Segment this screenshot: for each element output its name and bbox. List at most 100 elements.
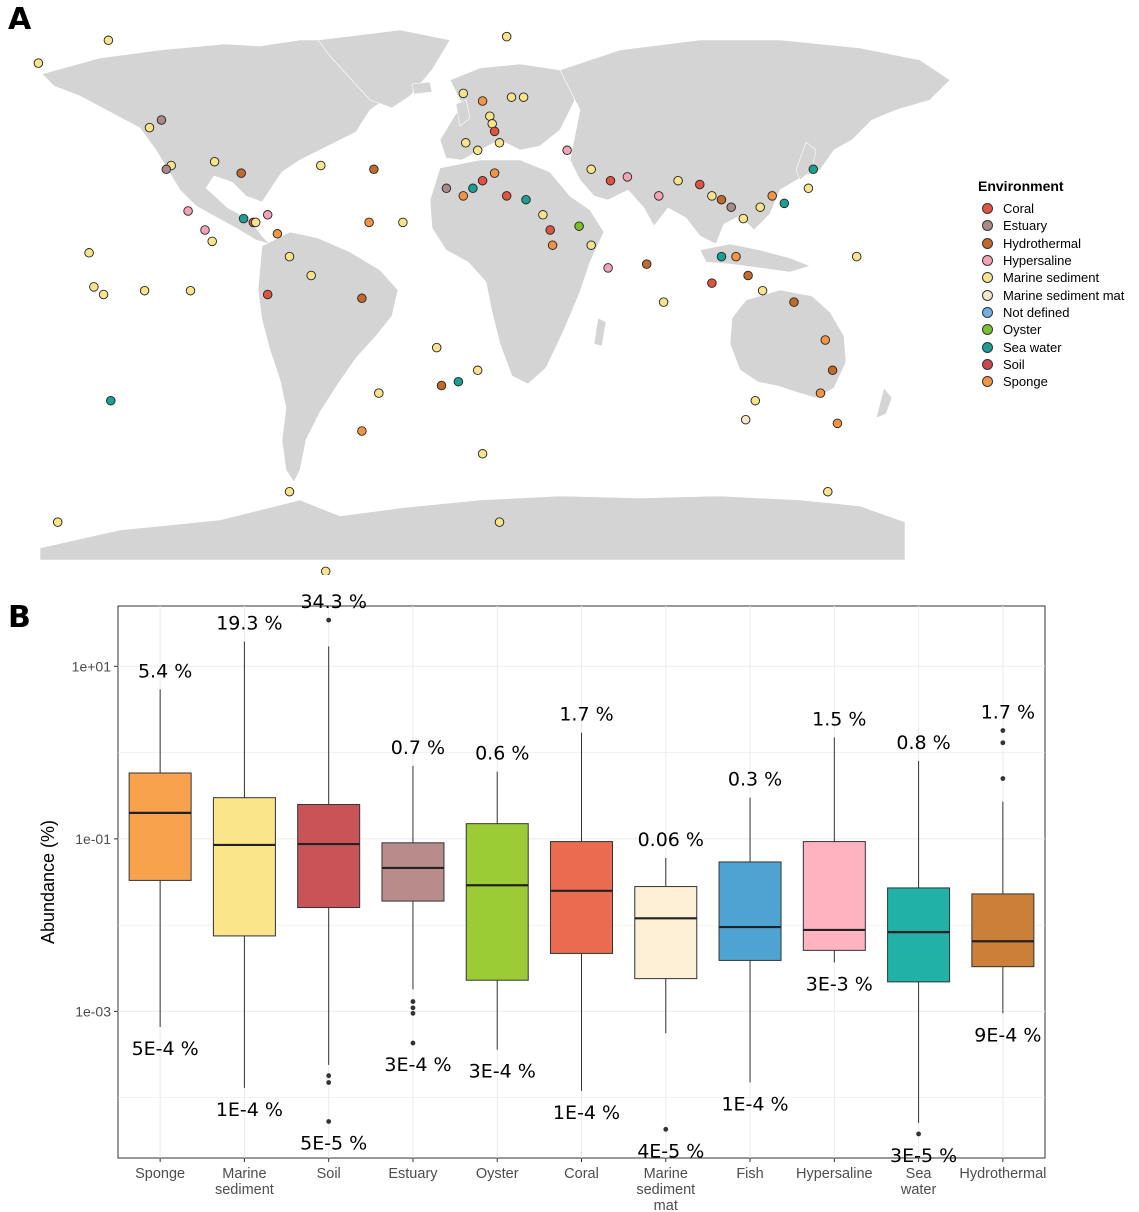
x-tick-label: Hypersaline (796, 1166, 873, 1182)
map-point (820, 335, 831, 345)
legend-item: Hydrothermal (978, 235, 1124, 252)
box-group: 0.7 % 3E-4 % (381, 737, 452, 1076)
panel-b-label: B (8, 600, 31, 635)
map-point (586, 164, 596, 175)
map-point (827, 365, 838, 376)
box-group: 34.3 % 5E-5 % (297, 591, 367, 1154)
land-new-zealand (875, 387, 893, 419)
map-point (750, 395, 761, 406)
map-point (52, 517, 63, 527)
land-greenland (317, 29, 451, 109)
legend-item: Estuary (978, 217, 1124, 234)
legend-swatch (982, 237, 993, 249)
outlier-point (326, 1073, 332, 1079)
outlier-point (410, 1040, 416, 1046)
x-tick-label: Coral (564, 1166, 599, 1182)
map-point (250, 217, 261, 228)
map-point (453, 376, 464, 387)
box-group: 1.7 % 1E-4 % (550, 704, 620, 1124)
box-group: 5.4 % 5E-4 % (128, 660, 199, 1060)
min-label: 5E-5 % (300, 1132, 367, 1154)
map-point (262, 289, 273, 300)
min-label: 1E-4 % (553, 1102, 620, 1124)
legend-item: Not defined (978, 304, 1124, 321)
map-point (284, 486, 295, 497)
map-point (357, 426, 367, 436)
map-point (156, 115, 167, 125)
map-point (789, 297, 799, 307)
legend-swatch (982, 203, 993, 215)
map-point (477, 449, 488, 459)
map-point (468, 183, 478, 194)
legend-swatch (982, 255, 993, 267)
map-points (33, 31, 862, 575)
map-point (477, 175, 488, 186)
map-point (622, 172, 633, 182)
box (465, 823, 529, 981)
land-antarctica (39, 495, 906, 561)
map-point (238, 213, 249, 224)
legend-item: Oyster (978, 321, 1124, 338)
max-label: 5.4 % (138, 660, 192, 682)
min-label: 3E-4 % (384, 1054, 451, 1076)
land-uk (455, 99, 471, 127)
map-point (477, 96, 488, 106)
map-point (316, 160, 326, 171)
map-point (207, 236, 217, 247)
map-point (84, 248, 94, 258)
map-point (695, 179, 705, 190)
map-point (851, 251, 862, 262)
map-point (272, 229, 283, 239)
max-label: 1.7 % (981, 702, 1035, 724)
map-point (144, 122, 155, 133)
map-point (574, 221, 584, 231)
map-point (472, 365, 483, 376)
legend-swatch (982, 306, 993, 318)
map-point (832, 418, 843, 429)
min-label: 1E-4 % (721, 1094, 788, 1116)
map-point (472, 145, 483, 156)
legend-label: Coral (1003, 201, 1035, 217)
min-label: 3E-3 % (806, 973, 873, 995)
min-label: 3E-5 % (890, 1145, 957, 1167)
x-tick-label: Marine sediment mat (636, 1166, 695, 1212)
map-point (489, 168, 500, 178)
map-point (458, 191, 469, 201)
box-group: 1.5 % 3E-3 % (802, 708, 873, 995)
legend-label: Marine sediment (1003, 270, 1100, 286)
legend-swatch (982, 358, 993, 370)
map-point (139, 285, 150, 296)
map-point (103, 35, 114, 46)
map-point (501, 31, 512, 42)
box (212, 797, 276, 937)
map-point (460, 138, 471, 148)
outlier-point (1000, 776, 1006, 781)
world-map (33, 29, 951, 575)
legend-label: Not defined (1003, 304, 1070, 320)
legend-item: Marine sediment mat (978, 286, 1124, 303)
land-africa (429, 159, 605, 385)
x-tick-label: Sea water (900, 1166, 937, 1198)
legend-label: Hydrothermal (1003, 235, 1082, 251)
map-point (740, 414, 751, 425)
map-point (33, 58, 44, 68)
outlier-point (326, 1119, 332, 1124)
land-madagascar (593, 317, 607, 347)
box-group: 0.06 % 4E-5 % (634, 829, 704, 1162)
box-group: 0.8 % 3E-5 % (887, 732, 957, 1167)
map-point (803, 183, 814, 194)
x-tick-label: Hydrothermal (959, 1166, 1046, 1182)
land-asia (559, 39, 951, 245)
map-point (441, 183, 452, 194)
box (718, 861, 782, 961)
land-europe (439, 63, 581, 161)
map-point (726, 202, 736, 212)
map-point (306, 270, 316, 281)
map-point (547, 240, 558, 250)
map-point (236, 168, 246, 178)
map-point (106, 395, 116, 406)
legend-swatch (982, 220, 993, 232)
y-tick-label: 1e+01 (72, 658, 112, 674)
box (802, 841, 866, 951)
map-point (494, 517, 505, 527)
